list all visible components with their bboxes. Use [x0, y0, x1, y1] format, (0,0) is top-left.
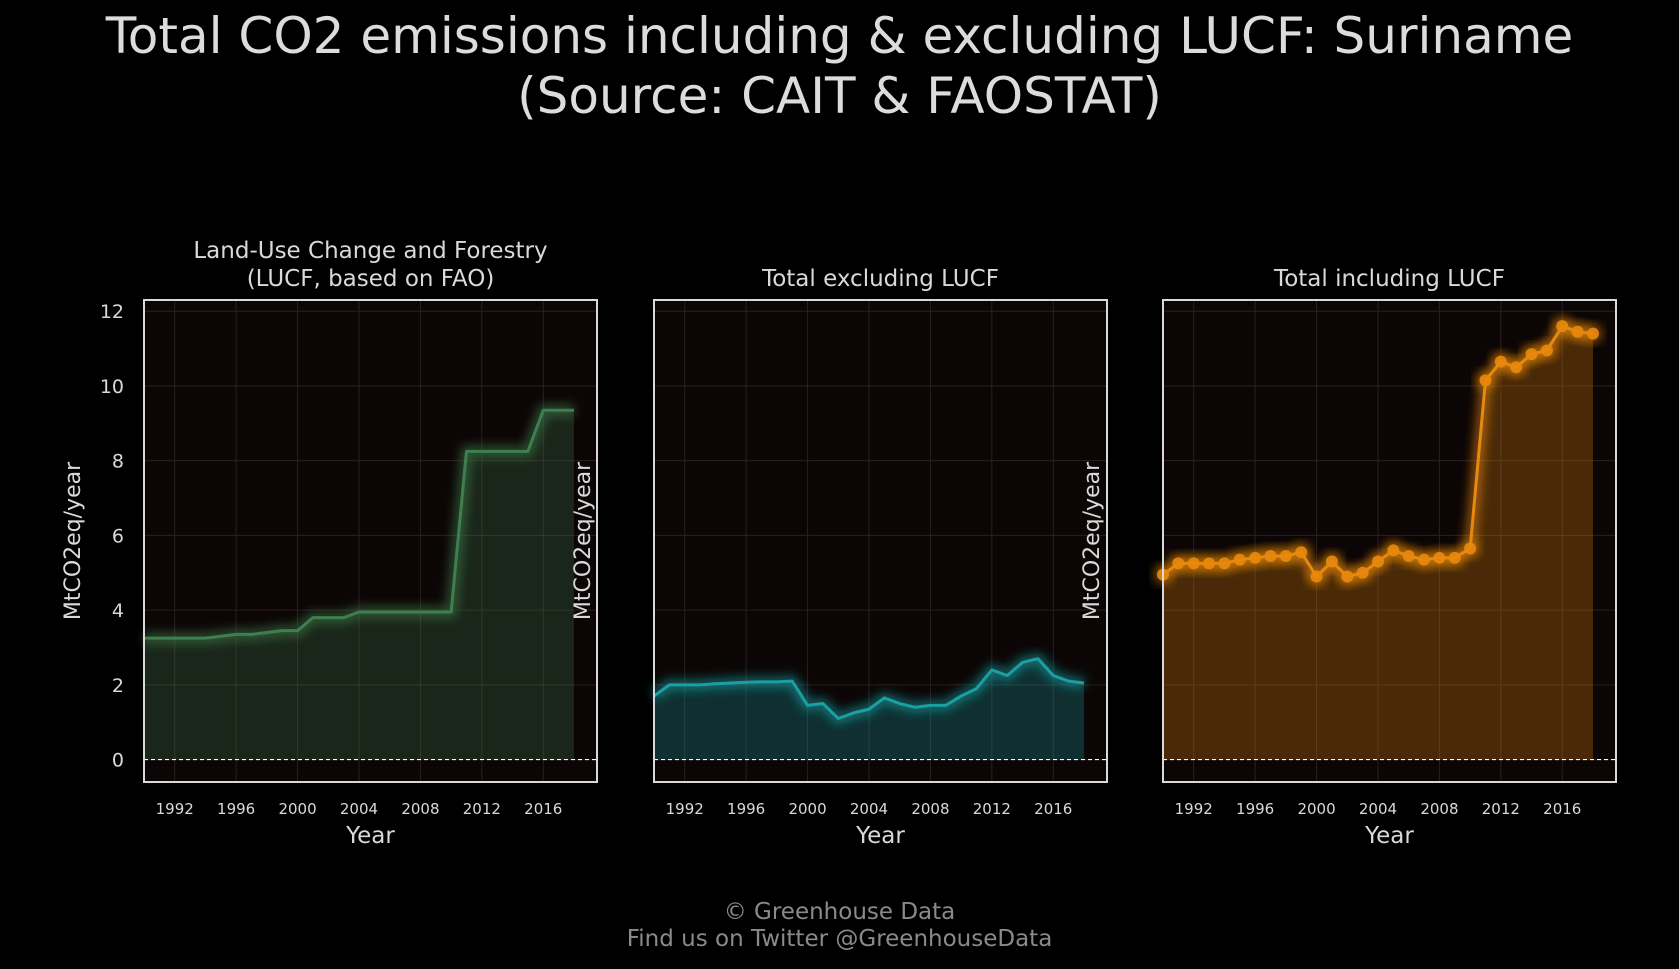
x-axis-label: Year — [1364, 823, 1414, 849]
data-point — [1295, 546, 1308, 559]
panel-background — [1163, 300, 1616, 782]
panel-background — [144, 300, 597, 782]
data-point — [1586, 327, 1599, 340]
series-line — [144, 408, 574, 640]
data-point — [1418, 553, 1431, 566]
y-axis-label: MtCO2eq/year — [61, 461, 86, 620]
data-point — [1525, 348, 1538, 361]
twitter-text: Find us on Twitter @GreenhouseData — [626, 926, 1053, 952]
x-tick-label: 1992 — [666, 800, 704, 818]
data-point — [1402, 549, 1415, 562]
chart-panel-2: Total excluding LUCF 1992 1996 2000 2004 2008… — [571, 266, 1108, 849]
panel-frame — [143, 299, 598, 783]
data-point — [1387, 544, 1400, 557]
panel-title: Total including LUCF — [1273, 266, 1505, 292]
data-point — [1310, 570, 1323, 583]
x-tick-label: 2004 — [850, 800, 888, 818]
x-tick-label: 1996 — [217, 800, 255, 818]
y-tick-label: 2 — [112, 675, 124, 697]
x-tick-label: 2000 — [1297, 800, 1335, 818]
data-point — [1279, 549, 1292, 562]
x-tick-label: 2008 — [911, 800, 949, 818]
page-title-line-1: Total CO2 emissions including & excludin… — [105, 7, 1574, 65]
page-title-line-2: (Source: CAIT & FAOSTAT) — [517, 67, 1162, 125]
data-point — [1356, 566, 1369, 579]
x-tick-label: 2012 — [973, 800, 1011, 818]
footer: © Greenhouse Data Find us on Twitter @Gr… — [0, 899, 1679, 953]
data-point — [1479, 374, 1492, 387]
page-title: Total CO2 emissions including & excludin… — [0, 6, 1679, 126]
x-tick-label: 2012 — [463, 800, 501, 818]
y-axis-label: MtCO2eq/year — [1080, 461, 1105, 620]
x-tick-label: 2008 — [1420, 800, 1458, 818]
x-tick-label: 2000 — [788, 800, 826, 818]
x-tick-label: 2008 — [401, 800, 439, 818]
data-point — [1341, 570, 1354, 583]
y-tick-label: 6 — [112, 525, 124, 547]
series-line — [653, 657, 1085, 720]
data-point — [1264, 549, 1277, 562]
x-tick-label: 2000 — [278, 800, 316, 818]
x-tick-label: 1996 — [727, 800, 765, 818]
x-tick-label: 1996 — [1236, 800, 1274, 818]
data-point — [1203, 557, 1216, 570]
data-point — [1433, 551, 1446, 564]
grid-lines — [144, 300, 597, 782]
panel-title: Total excluding LUCF — [761, 266, 999, 292]
y-axis-label: MtCO2eq/year — [571, 461, 596, 620]
data-point — [1218, 557, 1231, 570]
data-point — [1325, 555, 1338, 568]
x-tick-label: 2016 — [524, 800, 562, 818]
data-point — [1187, 557, 1200, 570]
panel-frame — [653, 299, 1108, 783]
data-point — [1510, 361, 1523, 374]
data-point — [1233, 553, 1246, 566]
data-point — [1448, 551, 1461, 564]
x-tick-label: 2016 — [1543, 800, 1581, 818]
x-tick-label: 1992 — [1175, 800, 1213, 818]
x-tick-label: 2004 — [1359, 800, 1397, 818]
x-tick-label: 1992 — [156, 800, 194, 818]
y-tick-label: 8 — [112, 451, 124, 473]
x-tick-label: 2016 — [1034, 800, 1072, 818]
x-axis-label: Year — [345, 823, 395, 849]
chart-panel-3: Total including LUCF 1992 1996 2000 2004 2008… — [1080, 266, 1617, 849]
data-point — [1172, 557, 1185, 570]
data-point — [1371, 555, 1384, 568]
x-tick-label: 2012 — [1482, 800, 1520, 818]
panel-title: (LUCF, based on FAO) — [247, 266, 495, 292]
data-point — [1556, 320, 1569, 333]
panel-frame — [1162, 299, 1617, 783]
data-point — [1249, 551, 1262, 564]
data-point — [1464, 542, 1477, 555]
panel-title: Land-Use Change and Forestry — [193, 238, 547, 264]
x-tick-label: 2004 — [340, 800, 378, 818]
y-tick-label: 0 — [112, 750, 124, 772]
y-tick-label: 10 — [100, 376, 124, 398]
y-tick-label: 4 — [112, 600, 124, 622]
data-point — [1540, 344, 1553, 357]
chart-panel-1: Land-Use Change and Forestry(LUCF, based… — [61, 238, 598, 849]
copyright-text: © Greenhouse Data — [723, 899, 956, 925]
data-point — [1571, 325, 1584, 338]
data-point — [1494, 355, 1507, 368]
x-axis-label: Year — [855, 823, 905, 849]
y-tick-label: 12 — [100, 301, 124, 323]
